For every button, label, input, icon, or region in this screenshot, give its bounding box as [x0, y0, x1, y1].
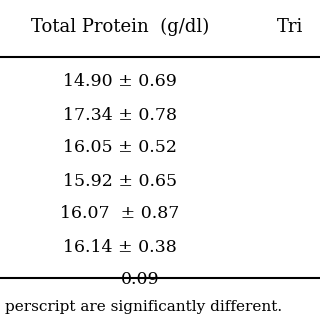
Text: 16.05 ± 0.52: 16.05 ± 0.52	[63, 140, 177, 156]
Text: 14.90 ± 0.69: 14.90 ± 0.69	[63, 74, 177, 91]
Text: 0.09: 0.09	[121, 271, 159, 289]
Text: Total Protein  (g/dl): Total Protein (g/dl)	[31, 18, 209, 36]
Text: 16.14 ± 0.38: 16.14 ± 0.38	[63, 238, 177, 255]
Text: 17.34 ± 0.78: 17.34 ± 0.78	[63, 107, 177, 124]
Text: perscript are significantly different.: perscript are significantly different.	[5, 300, 282, 314]
Text: 16.07  ± 0.87: 16.07 ± 0.87	[60, 205, 180, 222]
Text: 15.92 ± 0.65: 15.92 ± 0.65	[63, 172, 177, 189]
Text: Tri: Tri	[277, 18, 303, 36]
